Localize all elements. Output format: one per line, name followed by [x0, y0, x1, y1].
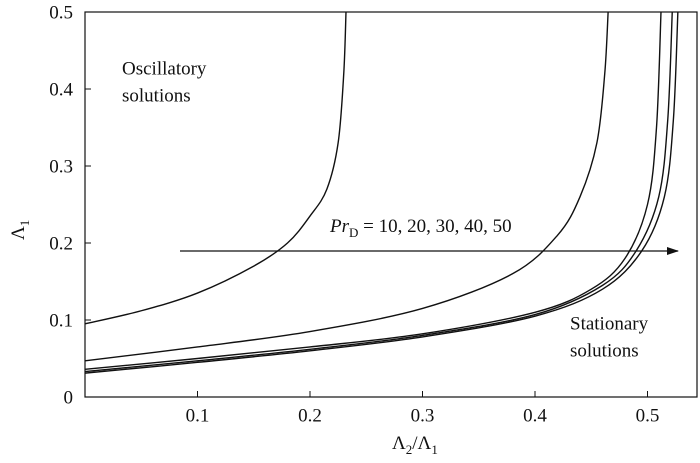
x-tick-label: 0.3	[411, 405, 435, 426]
annotation: PrD = 10, 20, 30, 40, 50	[329, 216, 512, 240]
plot-frame	[84, 11, 698, 398]
x-tick-label: 0.1	[186, 405, 210, 426]
line	[84, 11, 673, 373]
y-axis-label: Λ1	[8, 220, 32, 240]
x-axis-label: Λ2/Λ1	[392, 433, 438, 457]
y-tick-label: 0.5	[49, 2, 73, 23]
line	[84, 11, 609, 362]
y-tick-label: 0.1	[49, 310, 73, 331]
x-tick-label: 0.2	[298, 405, 322, 426]
x-tick-label: 0.5	[636, 405, 660, 426]
region-label: solutions	[570, 340, 639, 361]
y-tick-label: 0	[64, 387, 74, 408]
y-tick-label: 0.4	[49, 79, 73, 100]
y-tick-label: 0.3	[49, 156, 73, 177]
line	[84, 11, 662, 370]
x-tick-label: 0.4	[523, 405, 547, 426]
region-label: solutions	[122, 85, 191, 106]
line	[84, 11, 347, 325]
region-label: Oscillatory	[122, 58, 207, 79]
region-label: Stationary	[570, 313, 649, 334]
line	[84, 11, 679, 374]
y-tick-label: 0.2	[49, 233, 73, 254]
